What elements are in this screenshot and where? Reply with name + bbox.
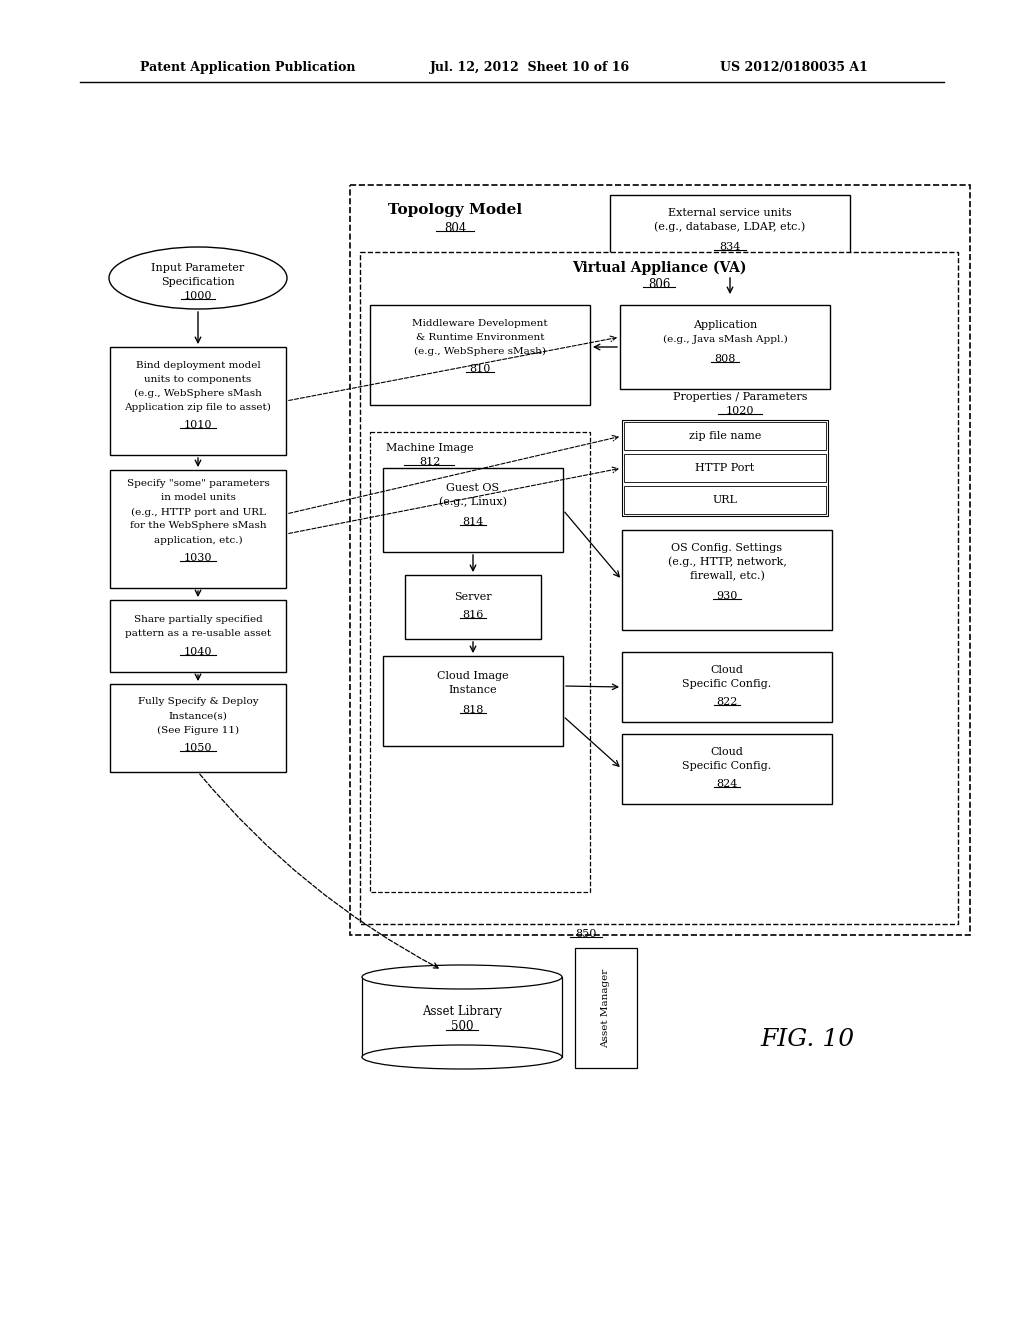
Text: (e.g., WebSphere sMash: (e.g., WebSphere sMash (134, 388, 262, 397)
Text: Properties / Parameters: Properties / Parameters (673, 392, 807, 403)
Text: 834: 834 (719, 242, 740, 252)
Ellipse shape (362, 965, 562, 989)
Text: Specific Config.: Specific Config. (682, 762, 772, 771)
Text: 822: 822 (717, 697, 737, 708)
Text: (See Figure 11): (See Figure 11) (157, 726, 239, 734)
Text: Cloud: Cloud (711, 665, 743, 675)
Text: 1030: 1030 (183, 553, 212, 564)
Text: 500: 500 (451, 1020, 473, 1034)
Text: 850: 850 (575, 929, 597, 939)
Text: (e.g., database, LDAP, etc.): (e.g., database, LDAP, etc.) (654, 222, 806, 232)
Text: Specific Config.: Specific Config. (682, 678, 772, 689)
Text: 1040: 1040 (183, 647, 212, 657)
Text: 824: 824 (717, 779, 737, 789)
Text: 1020: 1020 (726, 407, 755, 416)
Text: Cloud Image: Cloud Image (437, 671, 509, 681)
Text: firewall, etc.): firewall, etc.) (689, 570, 765, 581)
Text: OS Config. Settings: OS Config. Settings (672, 543, 782, 553)
FancyBboxPatch shape (622, 652, 831, 722)
Text: Application: Application (693, 319, 757, 330)
Text: US 2012/0180035 A1: US 2012/0180035 A1 (720, 62, 868, 74)
Text: 804: 804 (443, 222, 466, 235)
Text: Input Parameter: Input Parameter (152, 263, 245, 273)
FancyBboxPatch shape (110, 470, 286, 587)
Text: zip file name: zip file name (689, 432, 761, 441)
Text: Middleware Development: Middleware Development (413, 318, 548, 327)
Text: FIG. 10: FIG. 10 (760, 1028, 854, 1052)
Text: 812: 812 (419, 457, 440, 467)
FancyBboxPatch shape (620, 305, 830, 389)
Text: Asset Library: Asset Library (422, 1005, 502, 1018)
Text: units to components: units to components (144, 375, 252, 384)
Text: External service units: External service units (668, 209, 792, 218)
Text: (e.g., WebSphere sMash): (e.g., WebSphere sMash) (414, 346, 546, 355)
Text: 818: 818 (462, 705, 483, 715)
Text: Share partially specified: Share partially specified (133, 615, 262, 624)
Text: Instance: Instance (449, 685, 498, 696)
Text: Virtual Appliance (VA): Virtual Appliance (VA) (571, 261, 746, 275)
Ellipse shape (362, 1045, 562, 1069)
Text: 816: 816 (462, 610, 483, 620)
Text: HTTP Port: HTTP Port (695, 463, 755, 473)
Text: Specify "some" parameters: Specify "some" parameters (127, 479, 269, 488)
Text: (e.g., HTTP port and URL: (e.g., HTTP port and URL (131, 507, 265, 516)
Text: 814: 814 (462, 517, 483, 527)
Text: Cloud: Cloud (711, 747, 743, 756)
FancyBboxPatch shape (406, 576, 541, 639)
Ellipse shape (109, 247, 287, 309)
Text: 930: 930 (717, 591, 737, 601)
Text: application, etc.): application, etc.) (154, 536, 243, 545)
FancyBboxPatch shape (360, 252, 958, 924)
FancyBboxPatch shape (370, 432, 590, 892)
Text: Jul. 12, 2012  Sheet 10 of 16: Jul. 12, 2012 Sheet 10 of 16 (430, 62, 630, 74)
FancyBboxPatch shape (575, 948, 637, 1068)
Text: URL: URL (713, 495, 737, 506)
FancyBboxPatch shape (110, 347, 286, 455)
Text: (e.g., Java sMash Appl.): (e.g., Java sMash Appl.) (663, 334, 787, 343)
Text: in model units: in model units (161, 494, 236, 503)
Text: & Runtime Environment: & Runtime Environment (416, 333, 544, 342)
Text: 810: 810 (469, 364, 490, 374)
FancyBboxPatch shape (622, 420, 828, 516)
Text: 1050: 1050 (183, 743, 212, 752)
FancyBboxPatch shape (624, 486, 826, 513)
Text: Specification: Specification (161, 277, 234, 286)
Text: (e.g., Linux): (e.g., Linux) (439, 496, 507, 507)
FancyBboxPatch shape (622, 531, 831, 630)
FancyBboxPatch shape (350, 185, 970, 935)
Text: pattern as a re-usable asset: pattern as a re-usable asset (125, 630, 271, 639)
Text: Topology Model: Topology Model (388, 203, 522, 216)
Text: Machine Image: Machine Image (386, 444, 474, 453)
Text: Guest OS: Guest OS (446, 483, 500, 492)
FancyBboxPatch shape (624, 454, 826, 482)
FancyBboxPatch shape (110, 601, 286, 672)
Text: Server: Server (455, 591, 492, 602)
FancyBboxPatch shape (624, 422, 826, 450)
Text: Instance(s): Instance(s) (169, 711, 227, 721)
Text: (e.g., HTTP, network,: (e.g., HTTP, network, (668, 557, 786, 568)
Text: Patent Application Publication: Patent Application Publication (140, 62, 355, 74)
FancyBboxPatch shape (370, 305, 590, 405)
Text: 1010: 1010 (183, 420, 212, 430)
Text: for the WebSphere sMash: for the WebSphere sMash (130, 521, 266, 531)
Text: Bind deployment model: Bind deployment model (135, 360, 260, 370)
Text: Fully Specify & Deploy: Fully Specify & Deploy (137, 697, 258, 706)
Text: 806: 806 (648, 277, 670, 290)
Text: 1000: 1000 (183, 290, 212, 301)
Text: 808: 808 (715, 354, 735, 364)
FancyBboxPatch shape (383, 656, 563, 746)
FancyBboxPatch shape (622, 734, 831, 804)
FancyBboxPatch shape (110, 684, 286, 772)
Text: Asset Manager: Asset Manager (601, 969, 610, 1048)
FancyBboxPatch shape (383, 469, 563, 552)
Text: Application zip file to asset): Application zip file to asset) (125, 403, 271, 412)
FancyBboxPatch shape (610, 195, 850, 275)
FancyBboxPatch shape (362, 977, 562, 1057)
